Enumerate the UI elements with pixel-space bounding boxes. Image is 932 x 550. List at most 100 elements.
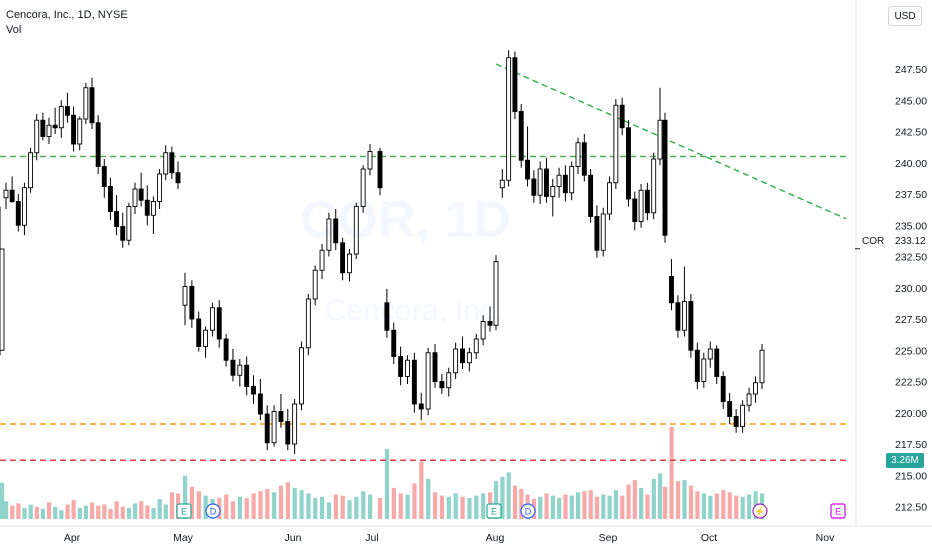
volume-bar [405,494,410,519]
candle [175,161,181,189]
candle [292,399,298,454]
volume-bar [16,503,21,519]
candle [581,134,587,182]
candle [71,106,77,152]
candle [662,112,668,243]
candle [169,146,175,179]
candle [333,209,339,251]
event-label: D [525,507,532,517]
candle [0,206,5,356]
candle [512,51,518,119]
candle [346,249,352,282]
candle-body [251,386,256,395]
volume-bar [645,494,650,519]
volume-bar [285,482,290,519]
candle-body [638,189,644,222]
x-tick-label: Aug [486,532,505,544]
event-marker-earnings-future: E [830,503,846,519]
volume-bar [682,480,687,519]
volume-bar [59,510,64,519]
candle [305,294,311,356]
candle [525,126,530,187]
candle-body [114,211,120,227]
volume-bar [378,497,383,519]
volume-bar [663,486,668,519]
candle-body [340,242,346,274]
candle [746,387,752,412]
candle-body [681,301,687,331]
candle-body [58,106,64,129]
candle [588,169,594,223]
volume-bar [391,487,396,519]
candle [531,170,537,203]
watermark-ticker: COR, 1D [300,191,511,249]
candle [360,165,366,213]
candle-body [632,198,638,222]
candle [753,376,758,403]
legend-volume-label[interactable]: Vol [6,24,22,36]
candle [651,152,657,219]
candle [257,379,263,421]
candle-body [107,186,113,212]
y-tick-label: 242.50 [895,127,927,139]
candle [384,289,390,338]
candle [114,195,120,236]
candle [353,202,359,259]
event-marker-earnings: E [486,503,502,519]
candle-body [384,302,390,331]
candle [740,400,746,433]
volume-bar [460,496,465,519]
candle-body [216,307,222,340]
volume-bar [196,491,201,519]
candle-body [473,338,479,354]
candle-body [550,186,556,197]
event-marker-split: ⚡ [752,503,768,519]
volume-bar [10,505,15,519]
volume-bar [639,487,644,519]
volume-bar [71,500,76,519]
candle [405,355,410,384]
candle [453,342,459,379]
event-badge [752,503,768,519]
volume-bar [519,489,524,519]
volume-bar [251,493,256,519]
candle-body [257,393,263,415]
candle [506,50,512,187]
candle [46,117,52,144]
currency-button[interactable]: USD [888,6,922,26]
candle [237,359,243,387]
candle [460,336,465,369]
candle-body [305,298,311,349]
y-tick-label: 240.00 [895,158,927,170]
y-tick-label: 237.50 [895,189,927,201]
candle [77,116,83,151]
volume-bar [361,491,366,519]
volume-bar [708,495,713,519]
candle [126,202,132,246]
legend-title[interactable]: Cencora, Inc., 1D, NYSE [6,9,128,21]
candle-body [237,364,243,376]
candle [299,341,304,411]
candle [607,176,612,221]
candle-body [626,127,631,200]
candle [89,77,95,129]
candle [727,392,733,424]
candle-body [360,168,366,207]
volume-bar [467,497,472,519]
candle-body [506,57,512,181]
candle-body [278,411,284,422]
candle [196,311,202,352]
candle [638,184,644,228]
volume-bar [512,485,518,519]
candle-body [64,106,70,116]
candle-body [669,276,674,304]
y-tick-label: 215.00 [895,470,927,482]
candle [132,182,138,214]
candle [223,334,229,367]
volume-bar [675,481,681,519]
candle [562,165,568,202]
candle-body [182,286,188,306]
candle-body [21,187,27,226]
y-tick-label: 212.50 [895,502,927,514]
